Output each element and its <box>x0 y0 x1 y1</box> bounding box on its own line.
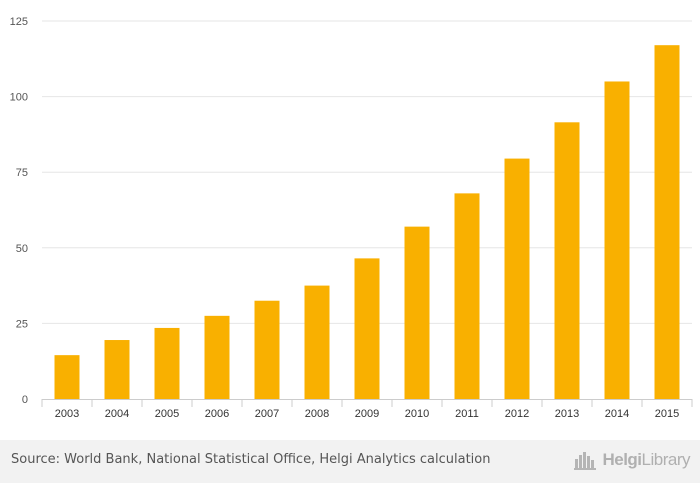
y-axis-ticks: 0 25 50 75 100 125 <box>10 16 28 406</box>
bar-2013[interactable] <box>554 122 580 399</box>
bar-2005[interactable] <box>154 327 180 399</box>
bar-2004[interactable] <box>104 340 130 399</box>
y-tick-label: 125 <box>10 16 28 28</box>
x-tick-label: 2008 <box>305 408 329 420</box>
y-tick-label: 25 <box>16 318 28 330</box>
bar-2012[interactable] <box>504 158 530 399</box>
y-tick-label: 50 <box>16 243 28 255</box>
x-tick-label: 2004 <box>105 408 129 420</box>
city-skyline-icon <box>574 452 597 470</box>
bar-2008[interactable] <box>304 285 330 399</box>
logo-text: HelgiLibrary <box>602 450 690 470</box>
x-axis-ticks: 2003 2004 2005 2006 2007 2008 2009 2010 2011 2012… <box>55 408 679 420</box>
x-tick-label: 2012 <box>505 408 529 420</box>
y-tick-label: 75 <box>16 167 28 179</box>
footer: Source: World Bank, National Statistical… <box>0 440 700 483</box>
x-tick-label: 2009 <box>355 408 379 420</box>
x-tick-label: 2011 <box>455 408 479 420</box>
bar-2014[interactable] <box>604 81 630 399</box>
x-tick-label: 2014 <box>605 408 629 420</box>
source-note: Source: World Bank, National Statistical… <box>11 452 491 467</box>
x-tick-label: 2003 <box>55 408 79 420</box>
bar-2010[interactable] <box>404 226 430 399</box>
bar-2003[interactable] <box>54 355 80 399</box>
y-tick-label: 0 <box>22 394 28 406</box>
bar-2015[interactable] <box>654 45 680 399</box>
x-tick-label: 2006 <box>205 408 229 420</box>
bar-2007[interactable] <box>254 300 280 399</box>
x-axis <box>41 399 693 407</box>
gridlines <box>42 20 692 324</box>
y-tick-label: 100 <box>10 92 28 104</box>
x-tick-label: 2013 <box>555 408 579 420</box>
x-tick-label: 2010 <box>405 408 429 420</box>
logo-text-bold: Helgi <box>602 450 642 469</box>
bars <box>54 45 680 399</box>
x-tick-label: 2005 <box>155 408 179 420</box>
bar-2011[interactable] <box>454 193 480 399</box>
logo-text-light: Library <box>641 450 691 469</box>
x-tick-label: 2007 <box>255 408 279 420</box>
bar-2006[interactable] <box>204 315 230 399</box>
x-tick-label: 2015 <box>655 408 679 420</box>
bar-2009[interactable] <box>354 258 380 399</box>
helgi-library-logo[interactable]: HelgiLibrary <box>574 448 691 472</box>
